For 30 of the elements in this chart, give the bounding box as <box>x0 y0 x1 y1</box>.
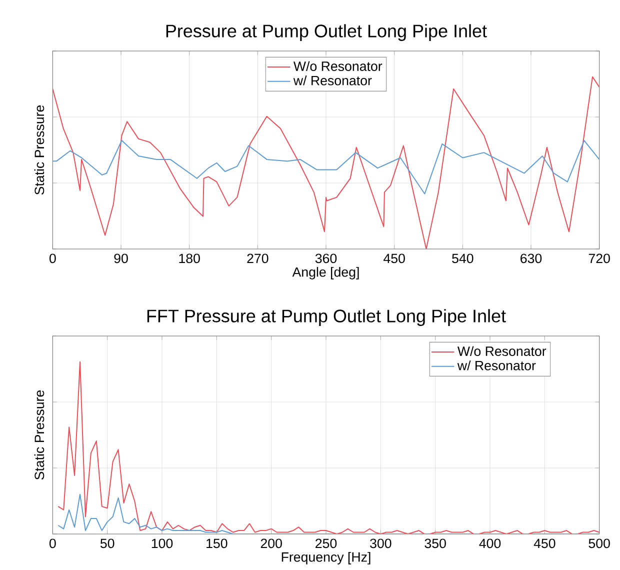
x-tick-label: 360 <box>315 254 337 264</box>
x-tick-label: 90 <box>114 254 128 264</box>
x-tick-label: 400 <box>479 538 501 548</box>
x-tick-label: 100 <box>152 538 173 548</box>
legend-label: w/ Resonator <box>293 76 372 86</box>
x-tick-label: 630 <box>520 254 542 264</box>
x-tick-label: 540 <box>452 254 474 264</box>
chart-title: FFT Pressure at Pump Outlet Long Pipe Inlet <box>147 309 506 326</box>
x-tick-label: 720 <box>588 254 610 264</box>
legend-label: w/ Resonator <box>457 360 536 370</box>
x-tick-label: 500 <box>588 538 610 548</box>
y-axis-title: Static Pressure <box>34 105 44 195</box>
x-tick-label: 450 <box>384 254 405 264</box>
x-tick-label: 350 <box>424 538 446 548</box>
x-tick-label: 200 <box>260 538 282 548</box>
x-tick-label: 150 <box>206 538 228 548</box>
legend-label: W/o Resonator <box>293 61 382 71</box>
x-tick-label: 0 <box>49 538 56 548</box>
chart-title: Pressure at Pump Outlet Long Pipe Inlet <box>166 24 487 41</box>
x-tick-label: 450 <box>534 538 556 548</box>
x-axis-title: Angle [deg] <box>292 266 359 280</box>
x-tick-label: 50 <box>100 538 114 548</box>
x-tick-label: 270 <box>247 254 268 264</box>
x-tick-label: 180 <box>179 254 200 264</box>
x-tick-label: 0 <box>49 254 56 264</box>
x-tick-label: 300 <box>370 538 392 548</box>
y-axis-title: Static Pressure <box>34 390 44 480</box>
x-axis-title: Frequency [Hz] <box>282 552 370 564</box>
legend-label: W/o Resonator <box>457 346 546 356</box>
x-tick-label: 250 <box>316 538 337 548</box>
